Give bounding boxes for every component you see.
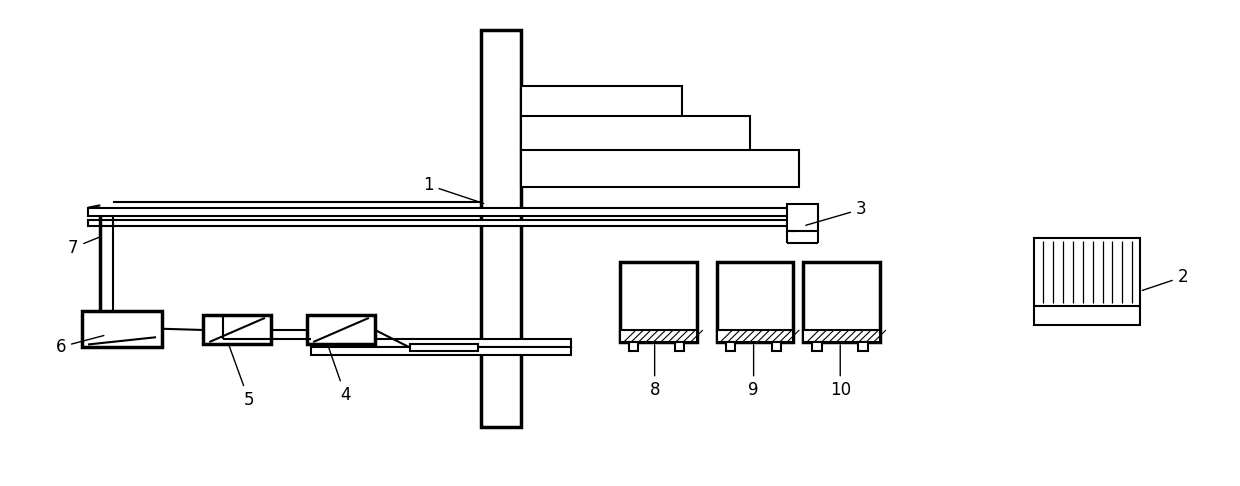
Bar: [620, 262, 697, 342]
Bar: [812, 342, 822, 351]
Bar: [771, 342, 781, 351]
Bar: [1034, 238, 1140, 325]
Text: 9: 9: [749, 345, 759, 399]
Text: 5: 5: [228, 345, 254, 409]
Bar: [521, 116, 750, 151]
Bar: [481, 31, 521, 427]
Bar: [787, 204, 818, 231]
Bar: [804, 330, 880, 342]
Text: 4: 4: [327, 345, 351, 404]
Bar: [521, 150, 800, 188]
Bar: [858, 342, 868, 351]
Bar: [82, 311, 162, 347]
Text: 8: 8: [650, 345, 660, 399]
Bar: [725, 342, 735, 351]
Bar: [308, 315, 374, 345]
Bar: [717, 330, 794, 342]
Text: 10: 10: [830, 345, 851, 399]
Text: 3: 3: [806, 200, 867, 226]
Bar: [676, 342, 684, 351]
Bar: [717, 262, 794, 342]
Bar: [203, 315, 272, 345]
Text: 2: 2: [1142, 268, 1188, 291]
Bar: [804, 262, 880, 342]
Bar: [629, 342, 639, 351]
Bar: [88, 208, 800, 216]
Bar: [620, 330, 697, 342]
Bar: [88, 220, 800, 226]
Bar: [521, 86, 682, 117]
Bar: [311, 347, 570, 355]
Text: 6: 6: [56, 335, 104, 356]
Bar: [311, 339, 570, 347]
Bar: [409, 344, 477, 351]
Text: 7: 7: [68, 237, 100, 257]
Text: 1: 1: [423, 176, 484, 204]
